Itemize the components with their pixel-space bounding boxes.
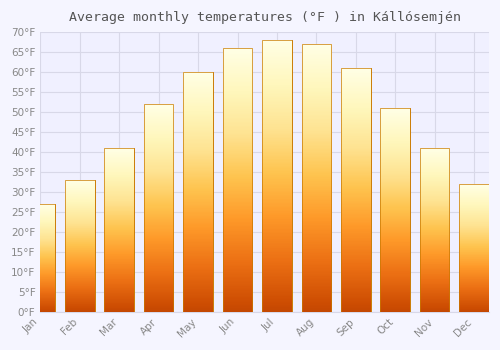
- Bar: [302, 44, 331, 312]
- Bar: [262, 40, 292, 312]
- Title: Average monthly temperatures (°F ) in Kállósemjén: Average monthly temperatures (°F ) in Ká…: [68, 11, 460, 24]
- Bar: [341, 68, 370, 312]
- Bar: [262, 40, 292, 312]
- Bar: [144, 104, 174, 312]
- Bar: [184, 72, 213, 312]
- Bar: [65, 180, 94, 312]
- Bar: [222, 48, 252, 312]
- Bar: [420, 148, 450, 312]
- Bar: [184, 72, 213, 312]
- Bar: [460, 184, 489, 312]
- Bar: [460, 184, 489, 312]
- Bar: [380, 108, 410, 312]
- Bar: [420, 148, 450, 312]
- Bar: [380, 108, 410, 312]
- Bar: [222, 48, 252, 312]
- Bar: [26, 204, 55, 312]
- Bar: [65, 180, 94, 312]
- Bar: [26, 204, 55, 312]
- Bar: [104, 148, 134, 312]
- Bar: [302, 44, 331, 312]
- Bar: [144, 104, 174, 312]
- Bar: [341, 68, 370, 312]
- Bar: [104, 148, 134, 312]
